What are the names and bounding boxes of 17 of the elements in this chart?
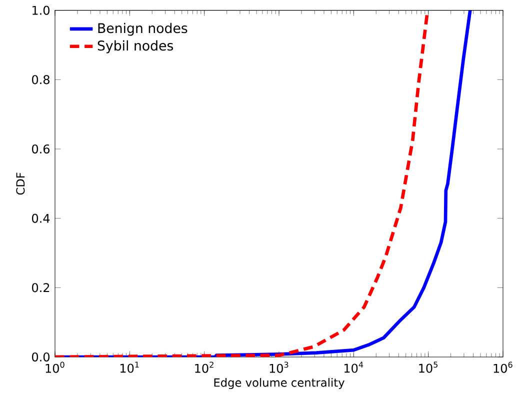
legend-label: Sybil nodes: [98, 40, 174, 54]
x-tick-label: 10$^{2}$: [195, 362, 214, 373]
y-tick-label: 0.8: [32, 75, 50, 84]
y-tick-label: 0.2: [32, 283, 50, 292]
x-tick-label: 10$^{0}$: [46, 362, 64, 373]
y-tick-label: 0.4: [32, 214, 50, 223]
x-tick-label: 10$^{1}$: [120, 362, 139, 373]
y-axis-title: CDF: [16, 172, 25, 195]
y-tick-label: 0.0: [32, 352, 50, 362]
x-tick-label: 10$^{6}$: [494, 362, 512, 373]
x-axis-title: Edge volume centrality: [214, 378, 344, 390]
x-tick-label: 10$^{4}$: [344, 362, 364, 373]
y-tick-label: 1.0: [32, 6, 50, 15]
x-tick-label: 10$^{5}$: [419, 362, 438, 373]
y-tick-label: 0.6: [32, 144, 50, 154]
legend-label: Benign nodes: [98, 22, 188, 36]
x-tick-label: 10$^{3}$: [270, 362, 288, 373]
